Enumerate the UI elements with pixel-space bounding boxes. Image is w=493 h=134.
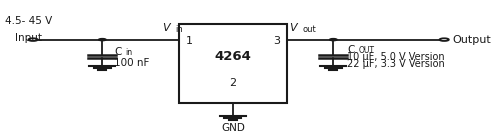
Text: 4.5- 45 V: 4.5- 45 V: [5, 16, 52, 26]
Bar: [178, 24, 287, 103]
Text: 1: 1: [186, 36, 193, 46]
Text: out: out: [302, 25, 316, 34]
Text: Input: Input: [15, 33, 42, 43]
Text: in: in: [176, 25, 183, 34]
Text: V: V: [162, 23, 170, 33]
Circle shape: [330, 39, 337, 41]
Text: 100 nF: 100 nF: [114, 58, 149, 68]
Text: C: C: [114, 46, 121, 57]
Text: V: V: [289, 23, 297, 33]
Text: Output: Output: [453, 35, 491, 45]
Text: 22 μF, 3.3 V Version: 22 μF, 3.3 V Version: [347, 59, 445, 69]
Text: 4264: 4264: [214, 50, 251, 63]
Circle shape: [99, 39, 106, 41]
Text: GND: GND: [221, 123, 245, 133]
Text: C: C: [347, 45, 354, 55]
Text: OUT: OUT: [358, 46, 374, 55]
Text: 10 μF, 5.0 V Version: 10 μF, 5.0 V Version: [347, 53, 445, 62]
Text: 2: 2: [229, 78, 237, 88]
Text: 3: 3: [273, 36, 280, 46]
Text: in: in: [125, 48, 132, 57]
